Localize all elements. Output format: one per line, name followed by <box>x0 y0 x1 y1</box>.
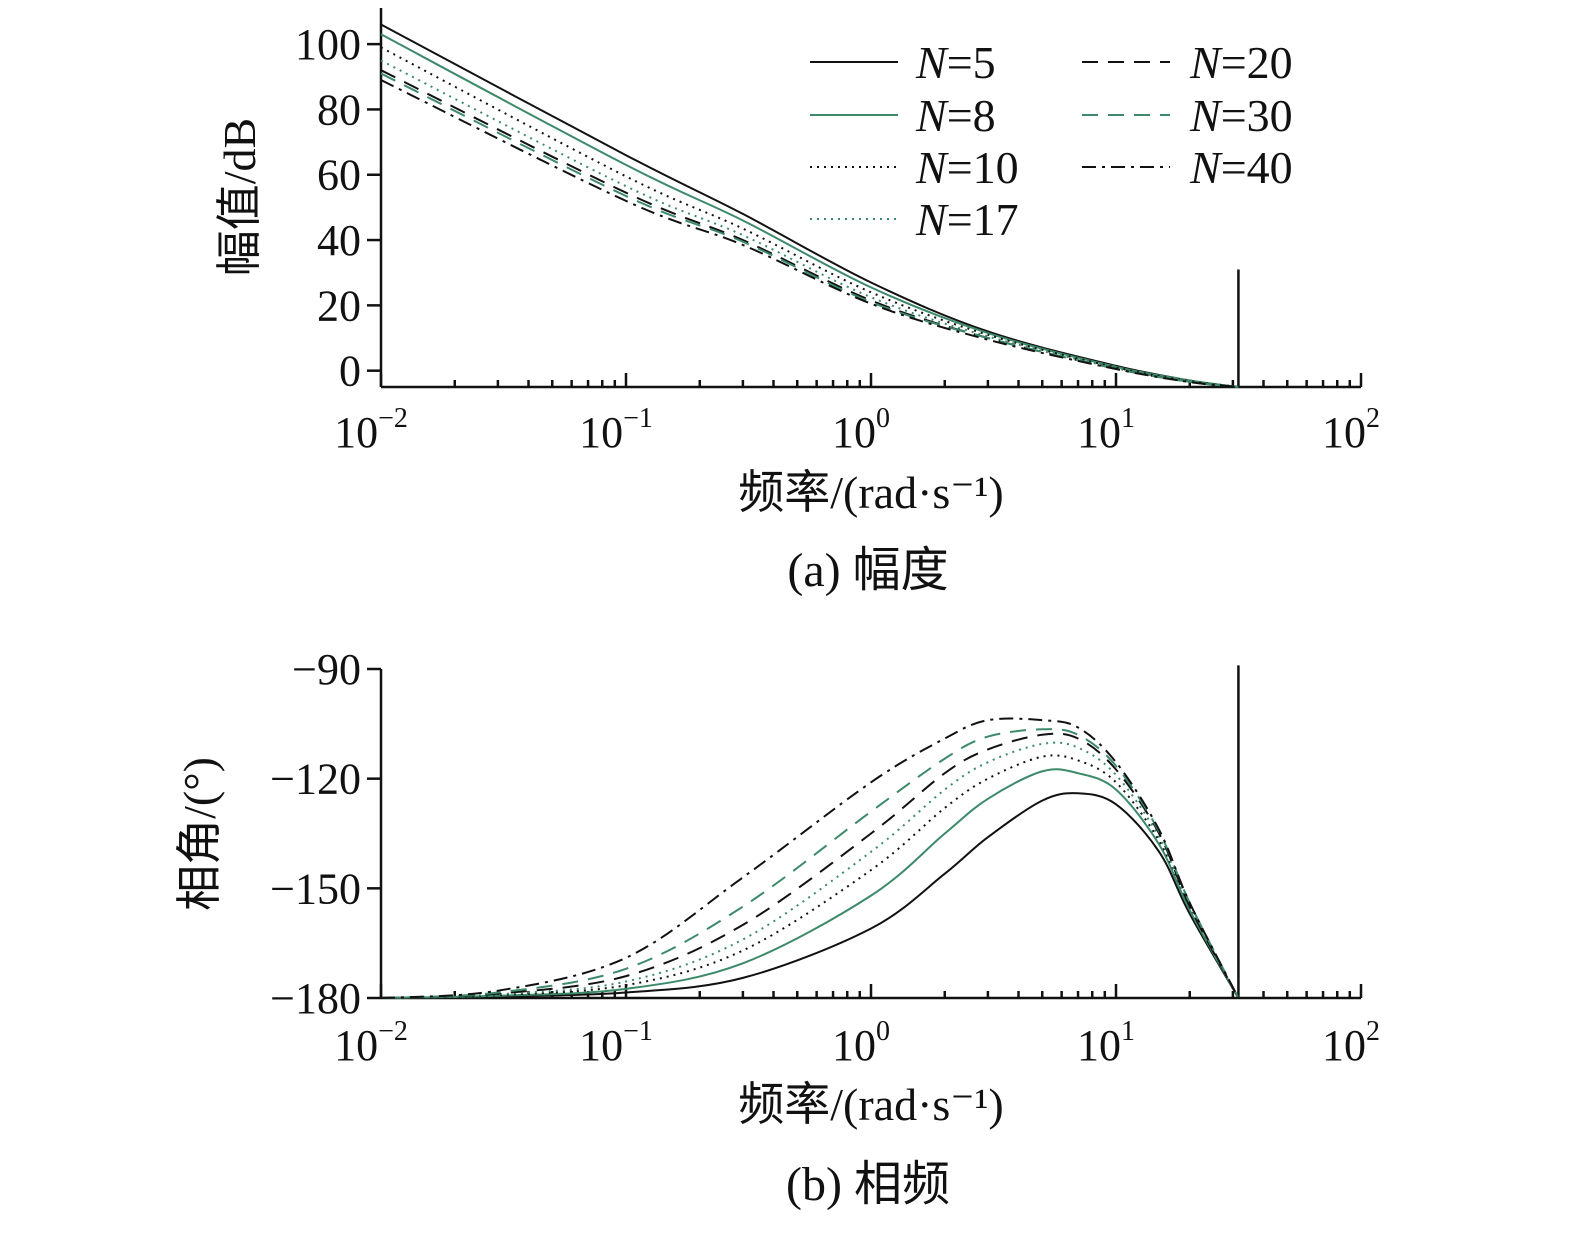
x-tick-label: 10−1 <box>579 403 653 457</box>
y-tick-label: −150 <box>270 864 361 913</box>
legend-item: N=10 <box>810 142 1019 193</box>
magnitude-panel: 0 20 40 60 80 100 10−2 10−1 100 101 102 频率/(rad·s⁻¹… <box>214 8 1380 597</box>
legend-label: N=5 <box>915 37 996 88</box>
series-line-n5 <box>380 792 1240 999</box>
series-line-n8 <box>380 33 1239 388</box>
legend-label: N=10 <box>915 142 1019 193</box>
series-line-n20 <box>380 69 1239 388</box>
y-tick-label: 40 <box>317 216 361 265</box>
x-tick-label: 102 <box>1322 403 1380 457</box>
x-axis-label: 频率/(rad·s⁻¹) <box>738 467 1003 518</box>
legend-item: N=30 <box>1082 90 1293 141</box>
y-axis-label: 幅值/dB <box>214 118 265 276</box>
panel-caption: (b) 相频 <box>786 1158 950 1211</box>
legend-label: N=40 <box>1189 142 1293 193</box>
legend-item: N=8 <box>810 90 996 141</box>
legend-item: N=5 <box>810 37 996 88</box>
series-line-n5 <box>380 23 1239 388</box>
y-axis-label: 相角/(°) <box>174 757 225 911</box>
y-tick-label: 60 <box>317 151 361 200</box>
series-line-n8 <box>380 768 1240 999</box>
legend-label: N=8 <box>915 90 996 141</box>
legend-item: N=17 <box>810 194 1019 245</box>
y-tick-label: 80 <box>317 85 361 134</box>
y-tick-label: 100 <box>295 20 361 69</box>
legend: N=5N=8N=10N=17 N=20N=30N=40 <box>810 37 1293 245</box>
x-tick-label: 100 <box>832 1016 890 1070</box>
legend-label: N=20 <box>1189 37 1293 88</box>
series-line-n40 <box>380 79 1239 388</box>
x-tick-label: 100 <box>832 403 890 457</box>
y-tick-label: −90 <box>292 645 361 694</box>
series-line-n20 <box>380 732 1240 999</box>
x-tick-label: 10−1 <box>579 1016 653 1070</box>
series-line-n10 <box>380 754 1240 999</box>
axes: 0 20 40 60 80 100 10−2 10−1 100 101 102 <box>295 8 1380 457</box>
legend-item: N=40 <box>1082 142 1293 193</box>
series-line-n17 <box>380 59 1239 388</box>
series-line-n30 <box>380 72 1239 388</box>
series-line-n10 <box>380 46 1239 388</box>
legend-label: N=17 <box>915 194 1019 245</box>
series-group <box>380 23 1239 388</box>
x-tick-label: 10−2 <box>334 1016 408 1070</box>
y-tick-label: −180 <box>270 974 361 1023</box>
x-tick-label: 101 <box>1077 1016 1135 1070</box>
phase-panel: −180 −150 −120 −90 10−2 10−1 100 101 102 频率/(rad·… <box>174 645 1380 1211</box>
y-tick-label: 0 <box>339 347 361 396</box>
panel-caption: (a) 幅度 <box>787 544 948 597</box>
x-axis-label: 频率/(rad·s⁻¹) <box>738 1079 1003 1130</box>
series-group <box>380 717 1240 999</box>
legend-label: N=30 <box>1189 90 1293 141</box>
series-line-n40 <box>380 717 1240 999</box>
y-tick-label: 20 <box>317 281 361 330</box>
x-tick-label: 101 <box>1077 403 1135 457</box>
x-tick-label: 10−2 <box>334 403 408 457</box>
legend-item: N=20 <box>1082 37 1293 88</box>
y-tick-label: −120 <box>270 755 361 804</box>
series-line-n17 <box>380 741 1240 999</box>
axes: −180 −150 −120 −90 10−2 10−1 100 101 102 <box>270 645 1380 1070</box>
x-tick-label: 102 <box>1322 1016 1380 1070</box>
